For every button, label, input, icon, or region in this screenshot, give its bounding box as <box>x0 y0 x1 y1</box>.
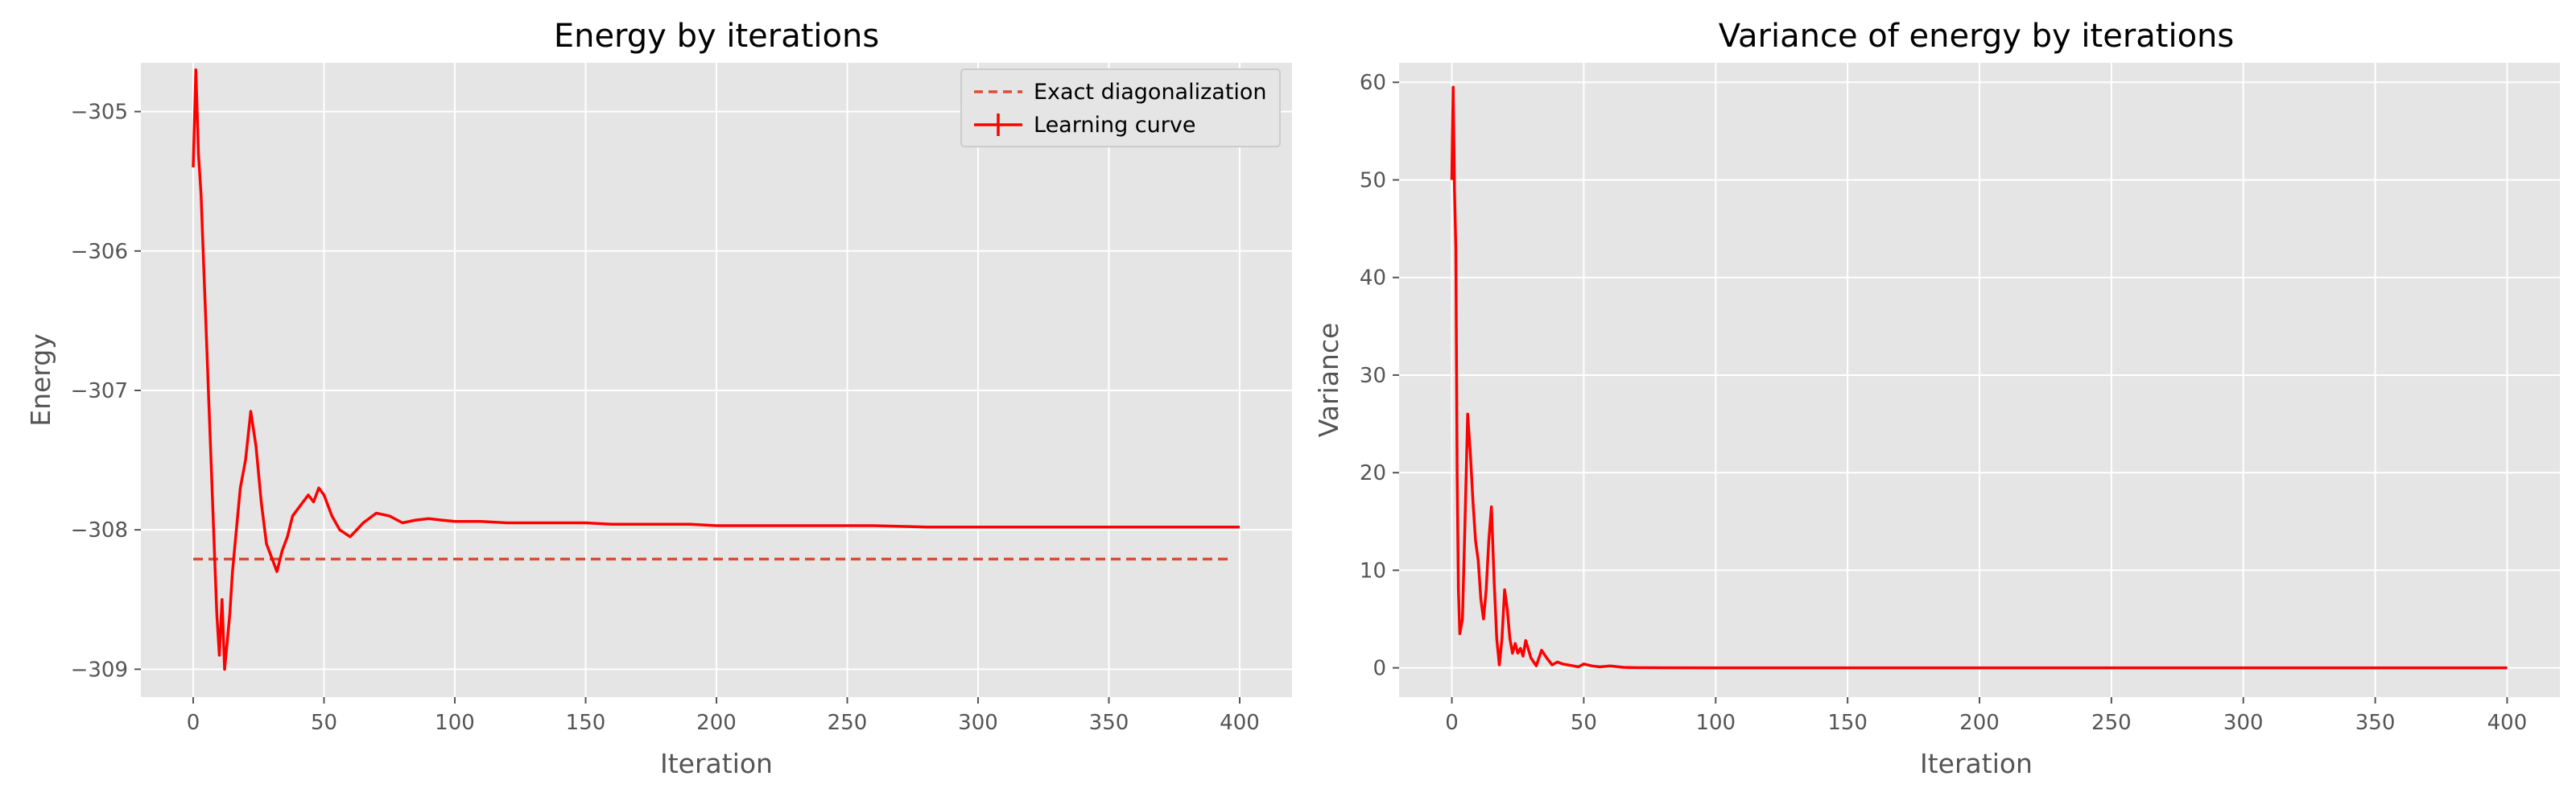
energy-y-tick-label: −307 <box>71 379 128 403</box>
variance-y-tick-label: 20 <box>1360 461 1386 485</box>
energy-legend: Exact diagonalization Learning curve <box>960 68 1281 147</box>
energy-x-tick-label: 350 <box>1089 711 1129 735</box>
energy-series <box>192 68 1240 671</box>
variance-grid <box>1399 63 2560 697</box>
variance-x-tick-label: 200 <box>1959 711 2000 735</box>
variance-x-tick-label: 400 <box>2487 711 2528 735</box>
variance-x-tick-label: 300 <box>2223 711 2264 735</box>
variance-x-tick-label: 100 <box>1695 711 1736 735</box>
variance-y-tick-label: 30 <box>1360 364 1386 388</box>
variance-y-tick-label: 10 <box>1360 559 1386 583</box>
legend-box <box>960 68 1281 147</box>
variance-x-tick-label: 350 <box>2355 711 2396 735</box>
energy-y-tick-label: −305 <box>71 101 128 125</box>
energy-y-tick-label: −306 <box>71 240 128 264</box>
variance-y-tick-label: 0 <box>1373 657 1386 681</box>
variance-x-tick-label: 0 <box>1445 711 1459 735</box>
variance-ticks: 0 50 100 150 200 250 300 350 400 0 10 20 30 40 50 60 <box>1360 71 2527 735</box>
variance-x-tick-label: 50 <box>1571 711 1597 735</box>
energy-x-tick-label: 150 <box>566 711 606 735</box>
energy-x-tick-label: 100 <box>435 711 475 735</box>
variance-y-tick-label: 40 <box>1360 266 1386 291</box>
variance-y-tick-label: 50 <box>1360 168 1386 192</box>
energy-x-tick-label: 250 <box>828 711 868 735</box>
energy-x-tick-label: 200 <box>696 711 737 735</box>
energy-chart: 0 50 100 150 200 250 300 350 400 −309 −308 −307 −306… <box>25 18 1292 779</box>
energy-series-learning-curve <box>192 68 1240 671</box>
energy-chart-title: Energy by iterations <box>554 18 879 55</box>
variance-y-axis-label: Variance <box>1313 323 1344 438</box>
energy-x-tick-label: 0 <box>187 711 200 735</box>
energy-y-axis-label: Energy <box>25 333 56 427</box>
energy-x-axis-label: Iteration <box>660 748 773 779</box>
energy-x-tick-label: 300 <box>958 711 998 735</box>
variance-x-axis-label: Iteration <box>1920 748 2033 779</box>
variance-x-tick-label: 150 <box>1827 711 1868 735</box>
energy-y-tick-label: −309 <box>71 658 128 682</box>
variance-series-line0 <box>1450 85 2508 670</box>
variance-chart-title: Variance of energy by iterations <box>1719 18 2234 55</box>
legend-exact-diagonalization-label: Exact diagonalization <box>1034 80 1267 105</box>
variance-x-tick-label: 250 <box>2091 711 2132 735</box>
energy-y-tick-label: −308 <box>71 518 128 543</box>
legend-learning-curve-label: Learning curve <box>1034 113 1195 138</box>
variance-series <box>1450 85 2508 670</box>
energy-grid <box>141 63 1292 697</box>
energy-ticks: 0 50 100 150 200 250 300 350 400 −309 −308 −307 −306… <box>71 101 1260 735</box>
energy-x-tick-label: 400 <box>1220 711 1260 735</box>
variance-chart: 0 50 100 150 200 250 300 350 400 0 10 20 30 40 50 60 Va… <box>1313 18 2560 779</box>
variance-y-tick-label: 60 <box>1360 71 1386 95</box>
energy-x-tick-label: 50 <box>311 711 337 735</box>
